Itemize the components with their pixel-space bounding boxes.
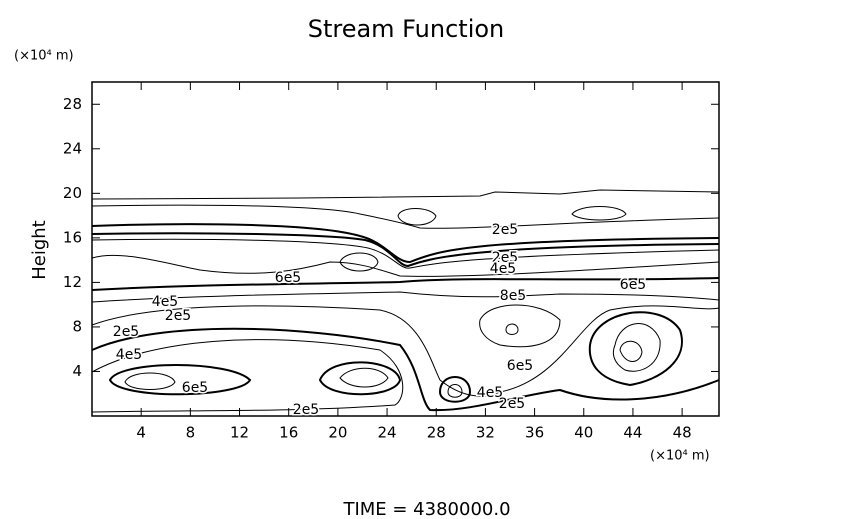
footer: TIME = 4380000.0 (342, 499, 510, 519)
contour-label: 4e5 (477, 385, 503, 401)
contour-label: 6e5 (182, 380, 208, 396)
y-tick-label: 24 (63, 139, 82, 157)
contour-label: 2e5 (293, 402, 319, 418)
x-tick-label: 20 (328, 424, 347, 442)
y-tick-label: 12 (63, 273, 82, 291)
contour-label: 2e5 (165, 308, 191, 324)
y-axis-label: Height (29, 220, 50, 280)
contour-label: 2e5 (113, 324, 139, 340)
contour-label: 4e5 (116, 347, 142, 363)
contour-label: 2e5 (499, 396, 525, 412)
y-tick-label: 8 (72, 317, 82, 335)
x-tick-label: 4 (136, 424, 146, 442)
contour-label: 4e5 (490, 261, 516, 277)
contour-label: 4e5 (152, 294, 178, 310)
contour-label: 2e5 (492, 250, 518, 266)
y-tick-label: 16 (63, 228, 82, 246)
contour-label: 6e5 (507, 358, 533, 374)
contour-label: 8e5 (500, 288, 526, 304)
contour-label: 2e5 (492, 222, 518, 238)
x-tick-label: 28 (427, 424, 446, 442)
x-tick-label: 48 (673, 424, 692, 442)
x-tick-label: 8 (186, 424, 196, 442)
y-unit: (×10⁴ m) (14, 49, 74, 64)
contour-label: 6e5 (275, 270, 301, 286)
contour-lines (91, 189, 720, 413)
x-tick-label: 36 (525, 424, 544, 442)
chart-title: Stream Function (308, 15, 505, 43)
plot-frame (91, 81, 720, 417)
contour-label: 6e5 (620, 277, 646, 293)
x-tick-label: 16 (279, 424, 298, 442)
x-tick-label: 12 (230, 424, 249, 442)
x-tick-label: 40 (574, 424, 593, 442)
x-tick-label: 32 (476, 424, 495, 442)
x-unit: (×10⁴ m) (650, 449, 710, 464)
x-tick-label: 44 (623, 424, 642, 442)
x-tick-label: 24 (378, 424, 397, 442)
y-tick-label: 20 (63, 184, 82, 202)
y-tick-label: 4 (72, 362, 82, 380)
y-tick-label: 28 (63, 95, 82, 113)
